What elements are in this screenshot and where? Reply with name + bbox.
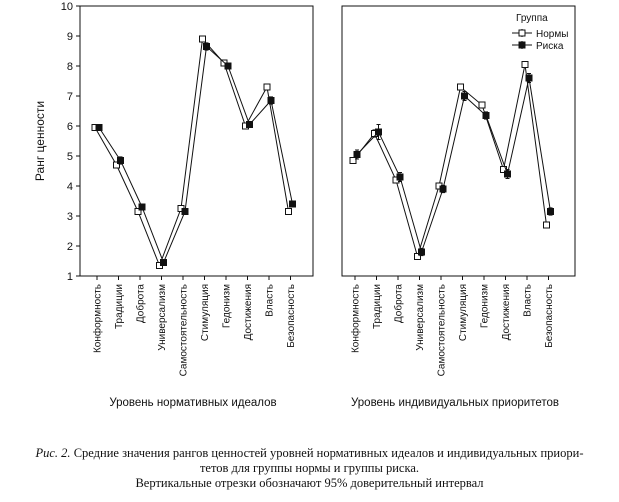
x-tick-label-1-4: Самостоятельность	[437, 284, 448, 376]
point-1-0-5	[457, 83, 464, 91]
point-1-1-5	[461, 92, 468, 100]
point-0-1-3	[160, 259, 167, 266]
point-1-1-0	[353, 151, 361, 158]
legend-entry-norm: Нормы	[536, 29, 568, 40]
figure-caption: Рис. 2. Средние значения рангов ценносте…	[0, 446, 619, 491]
x-tick-label-0-6: Гедонизм	[222, 284, 233, 328]
point-0-0-9	[285, 208, 292, 215]
point-1-1-8	[525, 74, 533, 82]
y-tick-label-3: 4	[67, 181, 73, 193]
point-0-1-6	[224, 62, 232, 70]
point-0-0-2	[134, 208, 142, 215]
point-0-1-9	[289, 200, 296, 208]
y-tick-label-6: 7	[67, 91, 73, 103]
panel-1-xlabel: Уровень индивидуальных приоритетов	[351, 397, 559, 409]
x-tick-label-1-3: Универсализм	[415, 284, 426, 351]
point-0-1-4	[181, 208, 189, 215]
point-1-1-4	[439, 185, 447, 193]
series-line-1-0	[352, 64, 547, 259]
y-tick-label-7: 8	[67, 61, 73, 73]
series-0-1	[95, 42, 296, 266]
point-1-1-3	[418, 248, 425, 256]
y-tick-label-0: 1	[67, 271, 73, 283]
x-tick-label-0-5: Стимуляция	[200, 284, 211, 341]
caption-line-3: Вертикальные отрезки обозначают 95% дове…	[135, 476, 484, 490]
series-1-0	[349, 61, 550, 260]
point-1-0-6	[478, 101, 486, 109]
y-tick-label-8: 9	[67, 31, 73, 43]
caption-line-1: Рис. 2. Средние значения рангов ценносте…	[0, 446, 619, 461]
x-tick-label-1-2: Доброта	[393, 284, 405, 324]
y-tick-label-9: 10	[61, 1, 73, 13]
x-tick-label-1-6: Гедонизм	[480, 284, 491, 328]
x-tick-label-1-0: Конформность	[350, 284, 362, 353]
y-tick-label-1: 2	[67, 241, 73, 253]
panel-0-frame	[79, 5, 314, 277]
legend-marker-norm	[518, 29, 526, 37]
point-1-1-9	[547, 208, 554, 215]
point-1-1-6	[482, 112, 490, 119]
x-tick-label-0-8: Власть	[265, 284, 276, 317]
caption-text-1: Средние значения рангов ценностей уровне…	[73, 446, 584, 460]
panel-1-frame	[341, 5, 576, 277]
x-tick-label-0-0: Конформность	[92, 284, 104, 353]
point-0-1-5	[203, 43, 210, 50]
series-0-0	[91, 35, 292, 269]
point-1-0-9	[543, 221, 550, 229]
y-tick-label-4: 5	[67, 151, 73, 163]
series-line-0-1	[98, 45, 293, 264]
legend: Группа Нормы Риска	[512, 13, 568, 52]
x-tick-label-1-1: Традиции	[372, 284, 383, 329]
x-tick-label-0-9: Безопасность	[286, 284, 297, 348]
x-tick-label-1-9: Безопасность	[544, 284, 555, 348]
panel-normative-ideals: Конформность Традиции Доброта Универсализм С…	[79, 5, 314, 376]
panel-0-xlabel: Уровень нормативных идеалов	[109, 397, 276, 409]
caption-label: Рис. 2.	[35, 446, 71, 460]
y-axis-title: Ранг ценности	[33, 101, 47, 181]
x-tick-label-0-2: Доброта	[135, 284, 147, 324]
x-tick-label-0-3: Универсализм	[157, 284, 168, 351]
point-1-0-3	[414, 253, 421, 260]
legend-marker-risk	[518, 41, 526, 49]
point-0-0-1	[113, 161, 120, 169]
legend-title: Группа	[516, 13, 548, 24]
y-tick-label-5: 6	[67, 121, 73, 133]
series-1-1	[353, 73, 554, 257]
point-0-0-5	[199, 35, 206, 43]
point-0-1-8	[267, 97, 275, 104]
point-1-0-8	[521, 61, 529, 68]
y-axis: 1 2 3 4 5 6 7 8 9 10	[61, 1, 81, 283]
point-1-1-2	[396, 173, 404, 181]
point-0-0-8	[263, 83, 271, 91]
series-line-0-0	[94, 37, 289, 267]
x-tick-label-0-1: Традиции	[114, 284, 125, 329]
point-1-1-1	[375, 128, 382, 136]
point-0-1-0	[95, 124, 103, 131]
y-tick-label-2: 3	[67, 211, 73, 223]
x-tick-label-0-4: Самостоятельность	[179, 284, 190, 376]
x-tick-label-1-7: Достижения	[501, 284, 512, 340]
x-tick-label-0-7: Достижения	[243, 284, 254, 340]
x-tick-label-1-8: Власть	[523, 284, 534, 317]
point-0-1-1	[117, 157, 124, 164]
legend-entry-risk: Риска	[536, 41, 564, 52]
caption-line-2: тетов для группы нормы и группы риска.	[199, 461, 420, 475]
x-tick-label-1-5: Стимуляция	[458, 284, 469, 341]
point-1-0-0	[349, 157, 357, 164]
point-0-1-2	[138, 203, 146, 211]
series-line-1-1	[356, 77, 551, 254]
point-0-1-7	[246, 121, 253, 128]
point-1-1-7	[504, 170, 511, 178]
panel-individual-priorities: Конформность Традиции Доброта Универсализм С…	[341, 5, 576, 376]
